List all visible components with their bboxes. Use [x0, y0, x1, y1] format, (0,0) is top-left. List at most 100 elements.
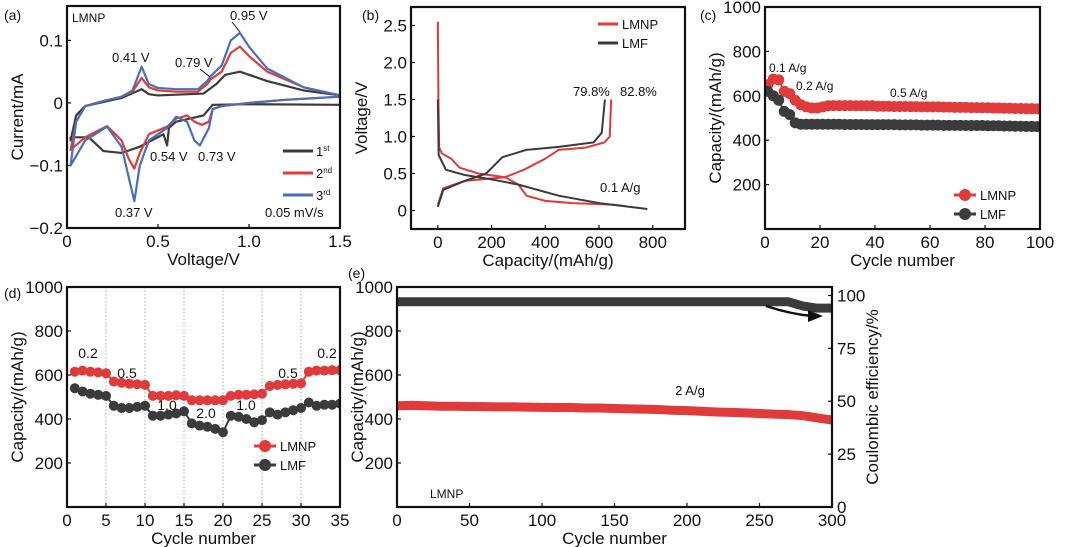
plot-area — [436, 21, 648, 211]
x-axis-title: Voltage/V — [167, 250, 240, 269]
rate-LMNP-point — [319, 365, 330, 376]
rate-LMF-point — [225, 410, 236, 421]
annotation: 0.37 V — [115, 205, 153, 220]
rate-LMNP-point — [249, 389, 260, 400]
rate-LMF-point — [327, 399, 338, 410]
legend-label: LMF — [280, 458, 306, 473]
x-tick-label: 40 — [866, 233, 885, 252]
annotation: 0.41 V — [112, 50, 150, 65]
plot-frame — [763, 5, 1042, 231]
leader-line — [231, 21, 241, 33]
legend-label: LMNP — [980, 188, 1016, 203]
cycle-LMF-point — [784, 109, 796, 121]
x-tick-label: 0.5 — [146, 232, 170, 251]
x-tick-label: 1.0 — [237, 232, 261, 251]
annotation: 79.8% — [573, 84, 610, 99]
y-tick-label: 1000 — [25, 278, 63, 297]
rate-LMF-point — [171, 408, 182, 419]
annotation: 0.1 A/g — [600, 180, 640, 195]
panel-letter: (e) — [348, 265, 365, 281]
y-tick-label: 0 — [398, 202, 407, 221]
y-tick-label: 1000 — [355, 278, 393, 297]
y-tick-label: 1.0 — [383, 128, 407, 147]
annotation: LMNP — [430, 487, 463, 501]
rate-LMF-point — [296, 403, 306, 413]
y-axis-title: Current/mA — [8, 73, 27, 161]
annotation: 0.73 V — [198, 149, 236, 164]
rate-LMF-point — [147, 410, 158, 421]
x-tick-label: 150 — [600, 511, 628, 530]
annotation: 2.0 — [196, 405, 216, 421]
rate-LMNP-point — [280, 379, 291, 390]
rate-LMF-point — [77, 386, 88, 397]
rate-LMF-point — [116, 403, 127, 413]
coulombic-efficiency-band — [397, 297, 832, 313]
x-tick-label: 400 — [531, 233, 559, 252]
rate-LMF-point — [140, 400, 150, 411]
x-tick-label: 15 — [175, 511, 194, 530]
gcd-curve-LMNP — [436, 21, 627, 208]
rate-LMF-point — [108, 400, 119, 411]
panel-b: (b) 0 200 400 600 800 0 0.5 1.0 1.5 2.0 2.5 Capacity… — [352, 5, 687, 270]
rate-LMNP-point — [241, 389, 252, 400]
rate-LMNP-point — [93, 367, 104, 378]
rate-LMNP-point — [303, 366, 314, 377]
x-tick-label: 20 — [214, 511, 233, 530]
panel-letter: (c) — [700, 7, 716, 23]
x-tick-label: 30 — [292, 511, 311, 530]
y-tick-label: 200 — [365, 454, 393, 473]
panel-a: (a) 0 0.5 1.0 1.5 −0.2 −0.1 0 0.1 Voltage/V Curren… — [4, 4, 352, 269]
legend-label: LMF — [980, 207, 1006, 222]
legend-marker — [959, 208, 971, 220]
rate-LMF-point — [69, 383, 80, 394]
annotation: 0.5 — [278, 365, 298, 381]
annotation: 0.5 A/g — [890, 86, 927, 100]
x-tick-label: 0 — [433, 233, 442, 252]
cycle-LMF-point — [1031, 121, 1040, 133]
x-axis-title: Cycle number — [151, 529, 256, 547]
y-tick-label: 1000 — [723, 0, 761, 17]
rate-LMNP-point — [210, 395, 221, 406]
panel-letter: (d) — [4, 285, 21, 301]
rate-LMF-point — [194, 420, 205, 431]
rate-LMNP-point — [179, 390, 189, 401]
x-tick-label: 10 — [136, 511, 155, 530]
x-tick-label: 0 — [392, 511, 401, 530]
rate-LMF-point — [249, 417, 260, 428]
rate-LMF-point — [186, 418, 197, 429]
rate-LMF-point — [311, 400, 322, 411]
legend-marker — [259, 459, 271, 471]
cycle-LMNP-point — [773, 74, 785, 86]
rate-LMNP-point — [218, 395, 228, 406]
x-tick-label: 20 — [811, 233, 830, 252]
rate-LMNP-point — [311, 365, 322, 376]
y-axis-title: Capacity/(mAh/g) — [8, 331, 27, 462]
rate-LMF-point — [264, 407, 275, 418]
x-tick-label: 0 — [62, 511, 71, 530]
gcd-curve-LMF — [436, 99, 648, 211]
rate-LMF-point — [257, 415, 267, 426]
legend-marker — [959, 189, 971, 201]
plot-frame — [65, 4, 342, 230]
plot-frame — [409, 5, 687, 231]
annotation: 0.05 mV/s — [265, 205, 324, 220]
x-axis-title: Cycle number — [850, 251, 955, 270]
legend-label: 3rd — [316, 188, 330, 203]
arrow-head-icon — [808, 310, 823, 322]
y-axis-title: Capacity/(mAh/g) — [706, 52, 725, 183]
y-tick-label: −0.1 — [29, 156, 63, 175]
y-tick-label: 200 — [35, 454, 63, 473]
y-tick-label: 400 — [733, 131, 761, 150]
panel-c: (c) 0 20 40 60 80 100 200 400 600 800 1000 Cycle num… — [700, 0, 1054, 270]
plot-area — [69, 365, 340, 438]
rate-LMNP-point — [288, 378, 299, 389]
rate-LMNP-point — [327, 365, 338, 376]
rate-LMNP-point — [202, 395, 213, 406]
y2-tick-label: 25 — [837, 445, 856, 464]
x-tick-label: 200 — [477, 233, 505, 252]
x-tick-label: 200 — [673, 511, 701, 530]
panel-e: (e)0 50 100 150 200 250 3002004006008001000Cyc… — [348, 265, 882, 547]
rate-LMF-point — [319, 399, 330, 410]
cv-curve-3rd — [69, 31, 340, 203]
